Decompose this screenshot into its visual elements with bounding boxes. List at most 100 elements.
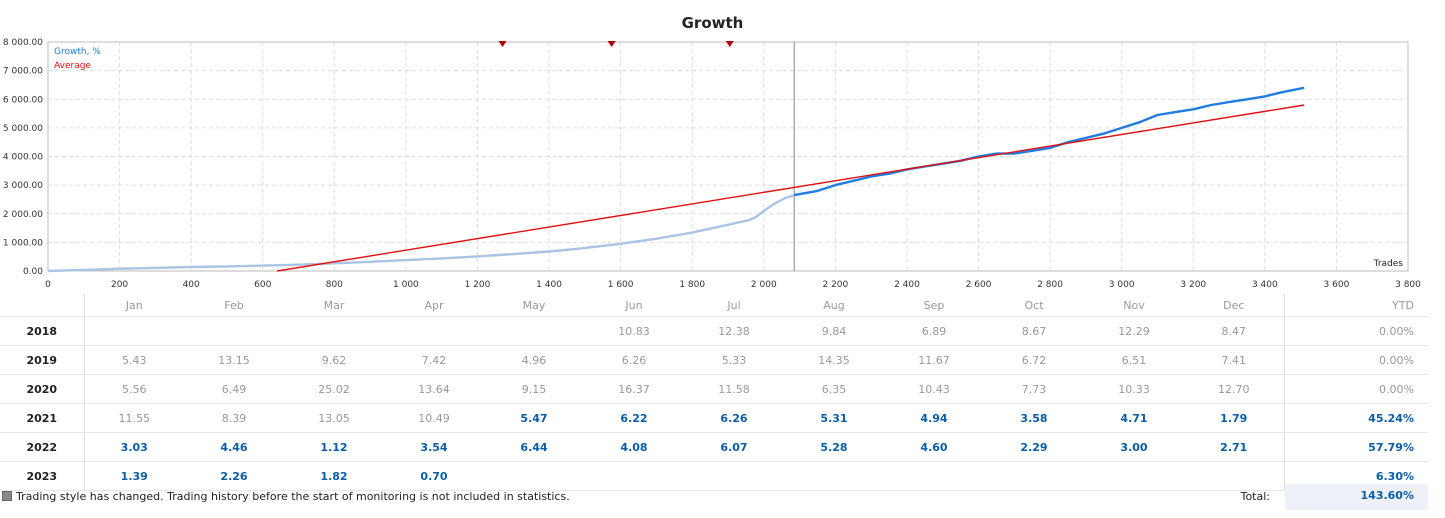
x-tick-label: 3 200	[1180, 280, 1206, 290]
x-tick-label: 200	[111, 280, 128, 290]
month-return-cell: 3.54	[384, 432, 484, 462]
month-return-cell: 12.29	[1084, 316, 1184, 346]
month-return-cell: 6.49	[184, 374, 284, 404]
total-value: 143.60%	[1285, 484, 1428, 510]
month-return-cell: 5.33	[684, 345, 784, 375]
month-return-cell	[1084, 461, 1184, 491]
month-return-cell	[484, 461, 584, 491]
month-return-cell: 14.35	[784, 345, 884, 375]
x-tick-label: 1 000	[393, 280, 419, 290]
month-header: Jan	[84, 294, 184, 317]
month-return-cell: 6.72	[984, 345, 1084, 375]
month-return-cell: 3.58	[984, 403, 1084, 433]
y-tick-label: 5 000.00	[3, 124, 43, 134]
year-row: 2022 3.03 4.46 1.12 3.54 6.44 4.08 6.07 5.28 4.60…	[0, 432, 1428, 462]
month-return-cell: 13.05	[284, 403, 384, 433]
month-return-cell: 3.03	[84, 432, 184, 462]
month-header: Mar	[284, 294, 384, 317]
footnote-text: Trading style has changed. Trading histo…	[16, 490, 570, 503]
month-return-cell: 10.49	[384, 403, 484, 433]
month-return-cell: 6.26	[684, 403, 784, 433]
month-return-cell: 6.07	[684, 432, 784, 462]
month-header: Feb	[184, 294, 284, 317]
month-return-cell: 7.42	[384, 345, 484, 375]
month-return-cell: 4.94	[884, 403, 984, 433]
month-return-cell: 2.71	[1184, 432, 1284, 462]
month-return-cell: 6.44	[484, 432, 584, 462]
x-tick-label: 2 800	[1037, 280, 1063, 290]
month-return-cell: 6.35	[784, 374, 884, 404]
chart-title: Growth	[681, 14, 744, 32]
x-tick-label: 2 200	[822, 280, 848, 290]
month-header: Oct	[984, 294, 1084, 317]
year-label: 2021	[0, 403, 85, 433]
month-return-cell: 4.71	[1084, 403, 1184, 433]
x-tick-label: 600	[254, 280, 271, 290]
x-tick-label: 3 800	[1395, 280, 1421, 290]
y-tick-label: 4 000.00	[3, 153, 43, 163]
y-tick-label: 6 000.00	[3, 95, 43, 105]
ytd-cell: 0.00%	[1283, 316, 1428, 346]
year-label: 2019	[0, 345, 85, 375]
month-return-cell: 11.58	[684, 374, 784, 404]
month-header: Nov	[1084, 294, 1184, 317]
y-tick-label: 2 000.00	[3, 210, 43, 220]
year-label: 2023	[0, 461, 85, 491]
month-return-cell: 4.60	[884, 432, 984, 462]
month-return-cell: 16.37	[584, 374, 684, 404]
month-return-cell: 1.39	[84, 461, 184, 491]
average-line	[276, 104, 1305, 272]
growth-chart: 0 200 400 600 800 1 000 1 200 1 400 1 600 1 800 2 …	[3, 38, 1421, 290]
month-return-cell: 13.15	[184, 345, 284, 375]
month-return-cell: 7.73	[984, 374, 1084, 404]
month-return-cell: 2.26	[184, 461, 284, 491]
month-return-cell: 6.89	[884, 316, 984, 346]
month-return-cell: 8.67	[984, 316, 1084, 346]
month-header: May	[484, 294, 584, 317]
month-return-cell: 5.31	[784, 403, 884, 433]
ytd-cell: 45.24%	[1283, 403, 1428, 433]
month-return-cell: 10.83	[584, 316, 684, 346]
year-row: 2023 1.39 2.26 1.82 0.70 6.30%	[0, 461, 1428, 491]
month-return-cell: 12.70	[1184, 374, 1284, 404]
event-marker	[607, 41, 616, 47]
note-icon[interactable]	[2, 491, 12, 501]
month-return-cell: 4.96	[484, 345, 584, 375]
month-return-cell: 6.51	[1084, 345, 1184, 375]
y-tick-label: 7 000.00	[3, 67, 43, 77]
month-return-cell: 10.33	[1084, 374, 1184, 404]
month-return-cell	[584, 461, 684, 491]
month-return-cell: 11.67	[884, 345, 984, 375]
month-return-cell	[1184, 461, 1284, 491]
month-return-cell: 9.15	[484, 374, 584, 404]
x-axis-label: Trades	[1373, 259, 1404, 269]
month-return-cell	[684, 461, 784, 491]
year-row: 2021 11.55 8.39 13.05 10.49 5.47 6.22 6.26 5.31 4…	[0, 403, 1428, 433]
y-tick-label: 8 000.00	[3, 38, 43, 48]
year-row: 2018 10.83 12.38 9.84 6.89 8.67 12.29 8.47 0.00%	[0, 316, 1428, 346]
event-marker	[498, 41, 507, 47]
month-return-cell	[784, 461, 884, 491]
legend-average: Average	[54, 61, 91, 71]
month-return-cell: 11.55	[84, 403, 184, 433]
year-label: 2018	[0, 316, 85, 346]
x-tick-label: 1 600	[608, 280, 634, 290]
x-tick-label: 800	[326, 280, 343, 290]
x-tick-label: 1 800	[679, 280, 705, 290]
month-return-cell: 8.47	[1184, 316, 1284, 346]
month-return-cell: 13.64	[384, 374, 484, 404]
month-header: Jun	[584, 294, 684, 317]
legend-growth: Growth, %	[54, 47, 101, 57]
month-return-cell: 6.22	[584, 403, 684, 433]
month-return-cell: 9.62	[284, 345, 384, 375]
month-header: Aug	[784, 294, 884, 317]
month-return-cell	[984, 461, 1084, 491]
month-return-cell	[284, 316, 384, 346]
x-tick-label: 1 400	[536, 280, 562, 290]
month-return-cell: 1.82	[284, 461, 384, 491]
event-marker	[725, 41, 734, 47]
month-return-cell: 7.41	[1184, 345, 1284, 375]
month-return-cell: 8.39	[184, 403, 284, 433]
month-return-cell: 25.02	[284, 374, 384, 404]
ytd-cell: 0.00%	[1283, 345, 1428, 375]
